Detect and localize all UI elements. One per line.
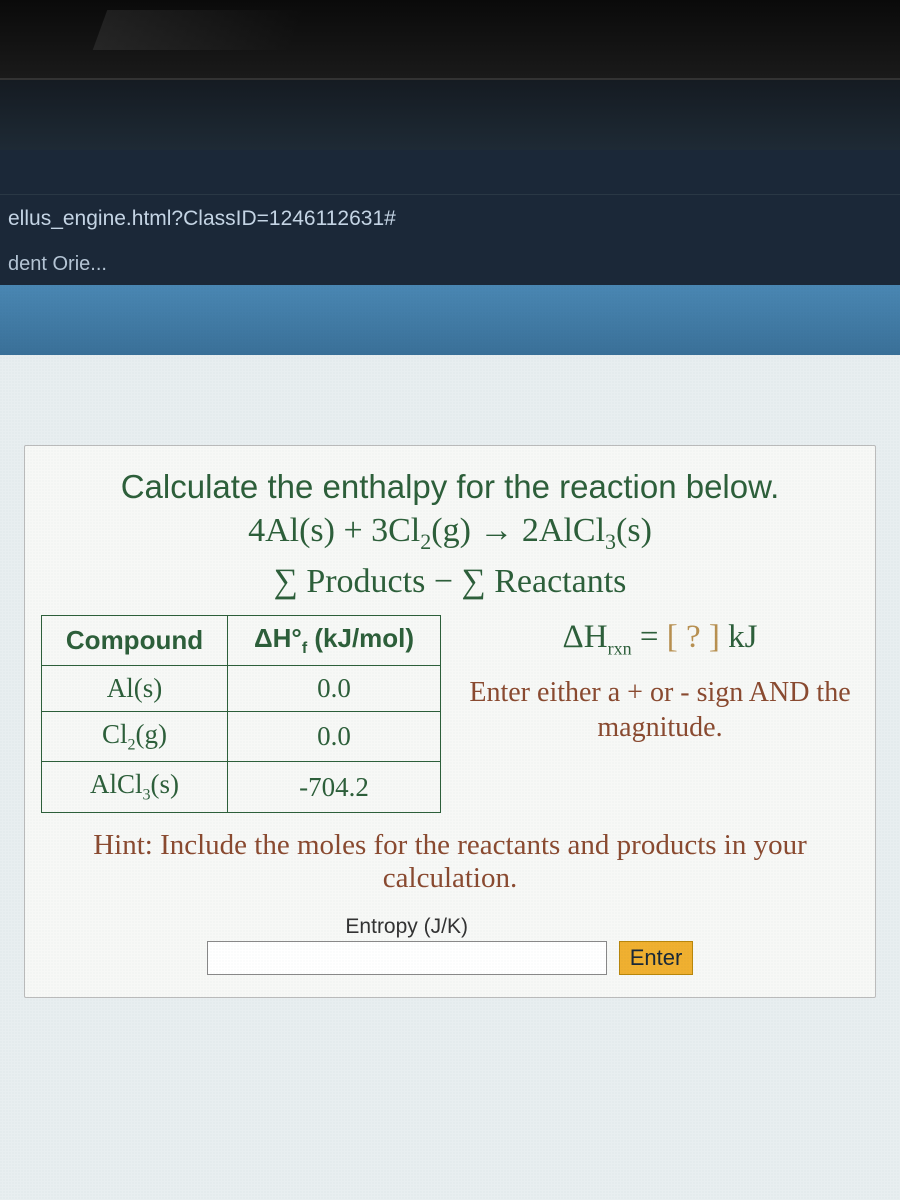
hint-text: Hint: Include the moles for the reactant… bbox=[41, 829, 859, 895]
answer-placeholder: [ ? ] bbox=[667, 619, 720, 655]
input-group: Entropy (J/K) bbox=[207, 915, 607, 975]
bookmark-item[interactable]: dent Orie... bbox=[8, 253, 107, 276]
table-row: Cl2(g) 0.0 bbox=[42, 711, 441, 761]
answer-instruction: Enter either a + or - sign AND the magni… bbox=[461, 675, 859, 745]
url-text: ellus_engine.html?ClassID=1246112631# bbox=[8, 207, 396, 231]
content-grid: Compound ΔH°f (kJ/mol) Al(s) 0.0 Cl2(g) … bbox=[41, 615, 859, 813]
table-row: Al(s) 0.0 bbox=[42, 665, 441, 711]
input-row: Entropy (J/K) Enter bbox=[41, 915, 859, 975]
cell-value: -704.2 bbox=[228, 762, 441, 812]
cell-compound: AlCl3(s) bbox=[42, 762, 228, 812]
content-area: Calculate the enthalpy for the reaction … bbox=[0, 355, 900, 1200]
monitor-bezel bbox=[0, 0, 900, 80]
table-header-row: Compound ΔH°f (kJ/mol) bbox=[42, 615, 441, 665]
cell-value: 0.0 bbox=[228, 665, 441, 711]
col-compound: Compound bbox=[42, 615, 228, 665]
table-row: AlCl3(s) -704.2 bbox=[42, 762, 441, 812]
reaction-equation: 4Al(s) + 3Cl2(g) → 2AlCl3(s) bbox=[41, 512, 859, 555]
page-header-band bbox=[0, 285, 900, 355]
input-label: Entropy (J/K) bbox=[345, 915, 468, 939]
enthalpy-table: Compound ΔH°f (kJ/mol) Al(s) 0.0 Cl2(g) … bbox=[41, 615, 441, 813]
cell-compound: Al(s) bbox=[42, 665, 228, 711]
cell-compound: Cl2(g) bbox=[42, 711, 228, 761]
question-card: Calculate the enthalpy for the reaction … bbox=[24, 445, 876, 998]
cell-value: 0.0 bbox=[228, 711, 441, 761]
answer-expression: ΔHrxn = [ ? ] kJ bbox=[461, 619, 859, 660]
answer-area: ΔHrxn = [ ? ] kJ Enter either a + or - s… bbox=[461, 615, 859, 746]
enter-button[interactable]: Enter bbox=[619, 941, 694, 975]
browser-titlebar bbox=[0, 150, 900, 195]
col-deltah: ΔH°f (kJ/mol) bbox=[228, 615, 441, 665]
screen-gap bbox=[0, 80, 900, 150]
question-prompt: Calculate the enthalpy for the reaction … bbox=[41, 468, 859, 506]
bookmarks-bar: dent Orie... bbox=[0, 243, 900, 285]
screen-glare bbox=[93, 10, 308, 50]
answer-input[interactable] bbox=[207, 941, 607, 975]
url-bar[interactable]: ellus_engine.html?ClassID=1246112631# bbox=[0, 195, 900, 243]
formula-line: ∑ Products − ∑ Reactants bbox=[41, 563, 859, 601]
